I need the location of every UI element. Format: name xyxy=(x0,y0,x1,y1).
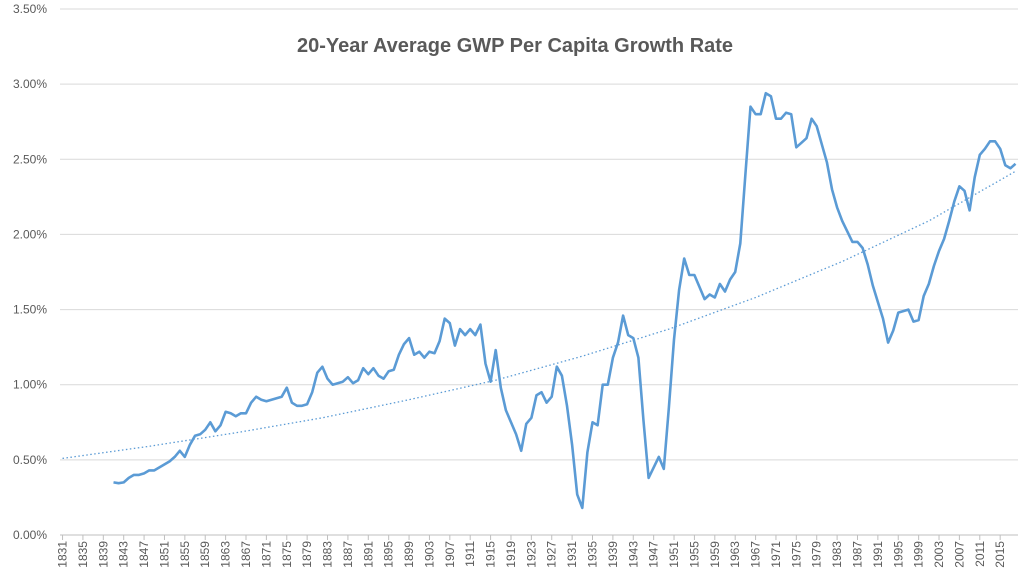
x-tick-label: 1907 xyxy=(443,541,457,568)
x-tick-label: 1883 xyxy=(321,541,335,568)
x-tick-label: 1843 xyxy=(117,541,131,568)
x-tick-label: 1995 xyxy=(891,541,905,568)
x-tick-label: 1899 xyxy=(402,541,416,568)
x-tick-label: 1975 xyxy=(789,541,803,568)
x-tick-label: 1903 xyxy=(422,541,436,568)
x-tick-label: 2003 xyxy=(932,541,946,568)
data-line xyxy=(113,91,1017,510)
x-tick-label: 1875 xyxy=(280,541,294,568)
y-tick-label: 0.50% xyxy=(13,453,47,467)
x-tick-label: 1987 xyxy=(850,541,864,568)
chart-title: 20-Year Average GWP Per Capita Growth Ra… xyxy=(297,35,733,57)
x-tick-label: 1959 xyxy=(708,541,722,568)
x-tick-label: 1895 xyxy=(382,541,396,568)
x-tick-label: 1871 xyxy=(259,541,273,568)
x-tick-label: 1851 xyxy=(157,541,171,568)
x-tick-label: 1951 xyxy=(667,541,681,568)
x-tick-label: 1931 xyxy=(565,541,579,568)
x-tick-label: 1859 xyxy=(198,541,212,568)
y-tick-label: 1.00% xyxy=(13,378,47,392)
x-tick-label: 1999 xyxy=(912,541,926,568)
y-tick-label: 1.50% xyxy=(13,303,47,317)
x-tick-label: 1923 xyxy=(524,541,538,568)
x-tick-label: 1855 xyxy=(178,541,192,568)
x-tick-label: 1943 xyxy=(626,541,640,568)
x-tick-label: 1991 xyxy=(871,541,885,568)
x-tick-label: 1971 xyxy=(769,541,783,568)
x-tick-label: 1955 xyxy=(687,541,701,568)
y-tick-label: 0.00% xyxy=(13,528,47,542)
x-tick-label: 1911 xyxy=(463,541,477,567)
x-tick-label: 1935 xyxy=(586,541,600,568)
x-tick-label: 1947 xyxy=(647,541,661,568)
x-tick-label: 1919 xyxy=(504,541,518,568)
y-tick-label: 3.50% xyxy=(13,2,47,16)
x-tick-label: 1967 xyxy=(749,541,763,568)
x-tick-label: 1983 xyxy=(830,541,844,568)
y-tick-label: 2.50% xyxy=(13,152,47,166)
y-tick-label: 3.00% xyxy=(13,77,47,91)
x-tick-label: 1927 xyxy=(545,541,559,568)
trend-line xyxy=(62,170,1016,460)
x-tick-label: 1835 xyxy=(76,541,90,568)
x-tick-label: 1879 xyxy=(300,541,314,568)
x-tick-label: 1839 xyxy=(96,541,110,568)
x-tick-label: 1915 xyxy=(484,541,498,568)
x-tick-label: 1963 xyxy=(728,541,742,568)
y-tick-label: 2.00% xyxy=(13,227,47,241)
x-tick-label: 1847 xyxy=(137,541,151,568)
x-tick-label: 2011 xyxy=(973,541,987,567)
x-tick-label: 1867 xyxy=(239,541,253,568)
x-tick-label: 2015 xyxy=(993,541,1007,568)
x-tick-label: 1979 xyxy=(810,541,824,568)
x-tick-label: 2007 xyxy=(952,541,966,568)
x-tick-label: 1887 xyxy=(341,541,355,568)
x-tick-label: 1939 xyxy=(606,541,620,568)
x-tick-label: 1831 xyxy=(56,541,70,568)
x-tick-label: 1891 xyxy=(361,541,375,568)
x-tick-label: 1863 xyxy=(219,541,233,568)
